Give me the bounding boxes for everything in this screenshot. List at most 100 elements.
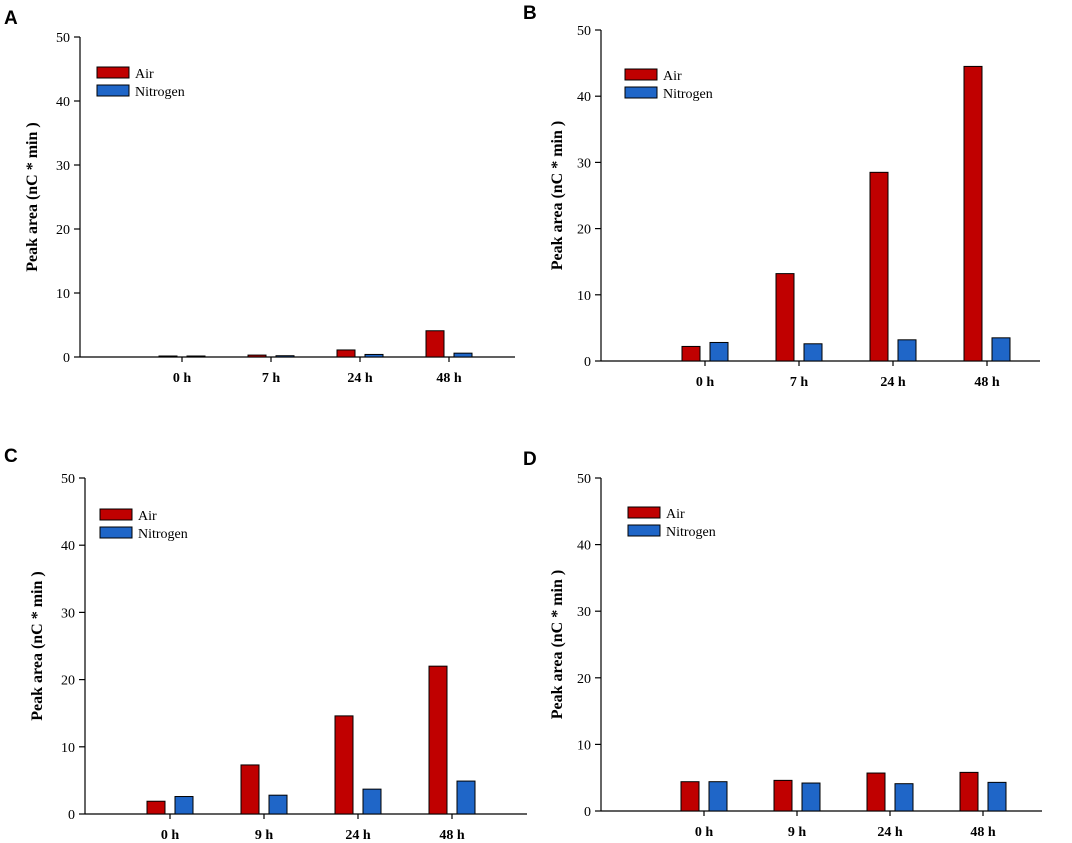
legend-label-air: Air bbox=[666, 507, 685, 522]
y-tick-label: 50 bbox=[577, 24, 591, 39]
y-tick-label: 50 bbox=[577, 472, 591, 487]
bar-air-48h bbox=[963, 65, 983, 362]
y-axis-title: Peak area (nC * min ) bbox=[29, 571, 46, 720]
bar-nitrogen-24h bbox=[362, 788, 382, 815]
bar-nitrogen-48h bbox=[453, 352, 473, 358]
y-axis-title: Peak area (nC * min ) bbox=[549, 570, 566, 719]
bar-air-9h bbox=[773, 779, 793, 812]
chart-panel-c: C 0 10 20 30 40 50 Peak area (nC * min ) 0 h 9 h 2… bbox=[4, 446, 527, 843]
legend: Air Nitrogen bbox=[99, 508, 188, 542]
legend-label-air: Air bbox=[663, 69, 682, 84]
x-tick-label: 24 h bbox=[880, 375, 906, 390]
y-tick-label: 10 bbox=[56, 287, 70, 302]
legend: Air Nitrogen bbox=[96, 66, 185, 100]
bar-air-7h bbox=[247, 354, 267, 358]
x-tick-label: 7 h bbox=[262, 371, 281, 386]
legend-swatch-air bbox=[99, 508, 133, 521]
x-tick-label: 0 h bbox=[161, 828, 180, 843]
y-tick-label: 0 bbox=[584, 355, 591, 370]
panel-letter: C bbox=[4, 446, 18, 467]
legend-swatch-air bbox=[624, 68, 658, 81]
legend-swatch-nitrogen bbox=[99, 526, 133, 539]
x-tick-label: 48 h bbox=[439, 828, 465, 843]
bar-air-24h bbox=[336, 349, 356, 358]
bar-nitrogen-0h bbox=[709, 341, 729, 362]
x-tick-label: 24 h bbox=[877, 825, 903, 840]
bar-air-48h bbox=[959, 771, 979, 812]
bar-nitrogen-24h bbox=[897, 339, 917, 362]
y-axis-title: Peak area (nC * min ) bbox=[24, 122, 41, 271]
bar-air-0h bbox=[681, 345, 701, 362]
y-tick-label: 40 bbox=[577, 90, 591, 105]
bar-nitrogen-48h bbox=[987, 781, 1007, 812]
legend-label-nitrogen: Nitrogen bbox=[135, 85, 185, 100]
bar-nitrogen-48h bbox=[456, 780, 476, 815]
x-tick-label: 48 h bbox=[436, 371, 462, 386]
bar-air-48h bbox=[425, 330, 445, 358]
y-tick-label: 30 bbox=[61, 606, 75, 621]
bar-nitrogen-9h bbox=[801, 782, 821, 812]
legend-swatch-nitrogen bbox=[627, 524, 661, 537]
y-tick-label: 30 bbox=[577, 605, 591, 620]
panel-letter: D bbox=[523, 449, 537, 470]
bar-nitrogen-48h bbox=[991, 337, 1011, 362]
bar-air-48h bbox=[428, 665, 448, 815]
bar-nitrogen-24h bbox=[894, 783, 914, 812]
bar-nitrogen-0h bbox=[186, 355, 206, 358]
legend-swatch-air bbox=[627, 506, 661, 519]
y-tick-label: 20 bbox=[56, 223, 70, 238]
panel-letter: B bbox=[523, 3, 537, 24]
x-tick-label: 9 h bbox=[255, 828, 274, 843]
bar-nitrogen-0h bbox=[708, 781, 728, 812]
bar-air-24h bbox=[866, 772, 886, 812]
chart-panel-b: B 0 10 20 30 40 50 Peak area (nC * min ) 0 h 7 h 2… bbox=[523, 3, 1040, 390]
y-tick-label: 0 bbox=[63, 351, 70, 366]
y-tick-label: 50 bbox=[56, 31, 70, 46]
y-tick-label: 10 bbox=[61, 741, 75, 756]
y-tick-label: 10 bbox=[577, 738, 591, 753]
legend-label-air: Air bbox=[135, 67, 154, 82]
y-tick-label: 10 bbox=[577, 289, 591, 304]
y-tick-label: 40 bbox=[577, 539, 591, 554]
x-tick-label: 0 h bbox=[695, 825, 714, 840]
y-axis-title: Peak area (nC * min ) bbox=[549, 121, 566, 270]
y-tick-label: 20 bbox=[61, 674, 75, 689]
x-tick-label: 0 h bbox=[696, 375, 715, 390]
x-tick-label: 48 h bbox=[974, 375, 1000, 390]
chart-panel-d: D 0 10 20 30 40 50 Peak area (nC * min ) 0 h 9 h 2… bbox=[523, 449, 1042, 840]
x-tick-label: 48 h bbox=[970, 825, 996, 840]
y-tick-label: 20 bbox=[577, 223, 591, 238]
bar-air-24h bbox=[869, 171, 889, 362]
legend-swatch-air bbox=[96, 66, 130, 79]
bar-nitrogen-24h bbox=[364, 353, 384, 358]
y-tick-label: 30 bbox=[577, 156, 591, 171]
bar-nitrogen-0h bbox=[174, 796, 194, 815]
legend-label-air: Air bbox=[138, 509, 157, 524]
legend-label-nitrogen: Nitrogen bbox=[138, 527, 188, 542]
y-tick-label: 20 bbox=[577, 672, 591, 687]
x-tick-label: 0 h bbox=[173, 371, 192, 386]
bar-nitrogen-7h bbox=[275, 355, 295, 358]
bar-nitrogen-7h bbox=[803, 343, 823, 362]
x-tick-label: 9 h bbox=[788, 825, 807, 840]
bar-nitrogen-9h bbox=[268, 794, 288, 815]
bar-air-0h bbox=[158, 355, 178, 358]
bar-air-9h bbox=[240, 764, 260, 815]
legend: Air Nitrogen bbox=[624, 68, 713, 102]
x-tick-label: 24 h bbox=[345, 828, 371, 843]
y-tick-label: 50 bbox=[61, 472, 75, 487]
bar-air-0h bbox=[146, 800, 166, 815]
y-tick-label: 0 bbox=[68, 808, 75, 823]
y-tick-label: 40 bbox=[61, 539, 75, 554]
legend-swatch-nitrogen bbox=[96, 84, 130, 97]
y-tick-label: 30 bbox=[56, 159, 70, 174]
legend: Air Nitrogen bbox=[627, 506, 716, 540]
chart-panel-a: A 0 10 20 30 40 50 Peak area (nC * min ) 0 h 7 h 2… bbox=[4, 8, 515, 386]
legend-swatch-nitrogen bbox=[624, 86, 658, 99]
bar-air-7h bbox=[775, 273, 795, 362]
x-tick-label: 24 h bbox=[347, 371, 373, 386]
bar-air-24h bbox=[334, 715, 354, 815]
y-tick-label: 40 bbox=[56, 95, 70, 110]
panel-letter: A bbox=[4, 8, 18, 29]
